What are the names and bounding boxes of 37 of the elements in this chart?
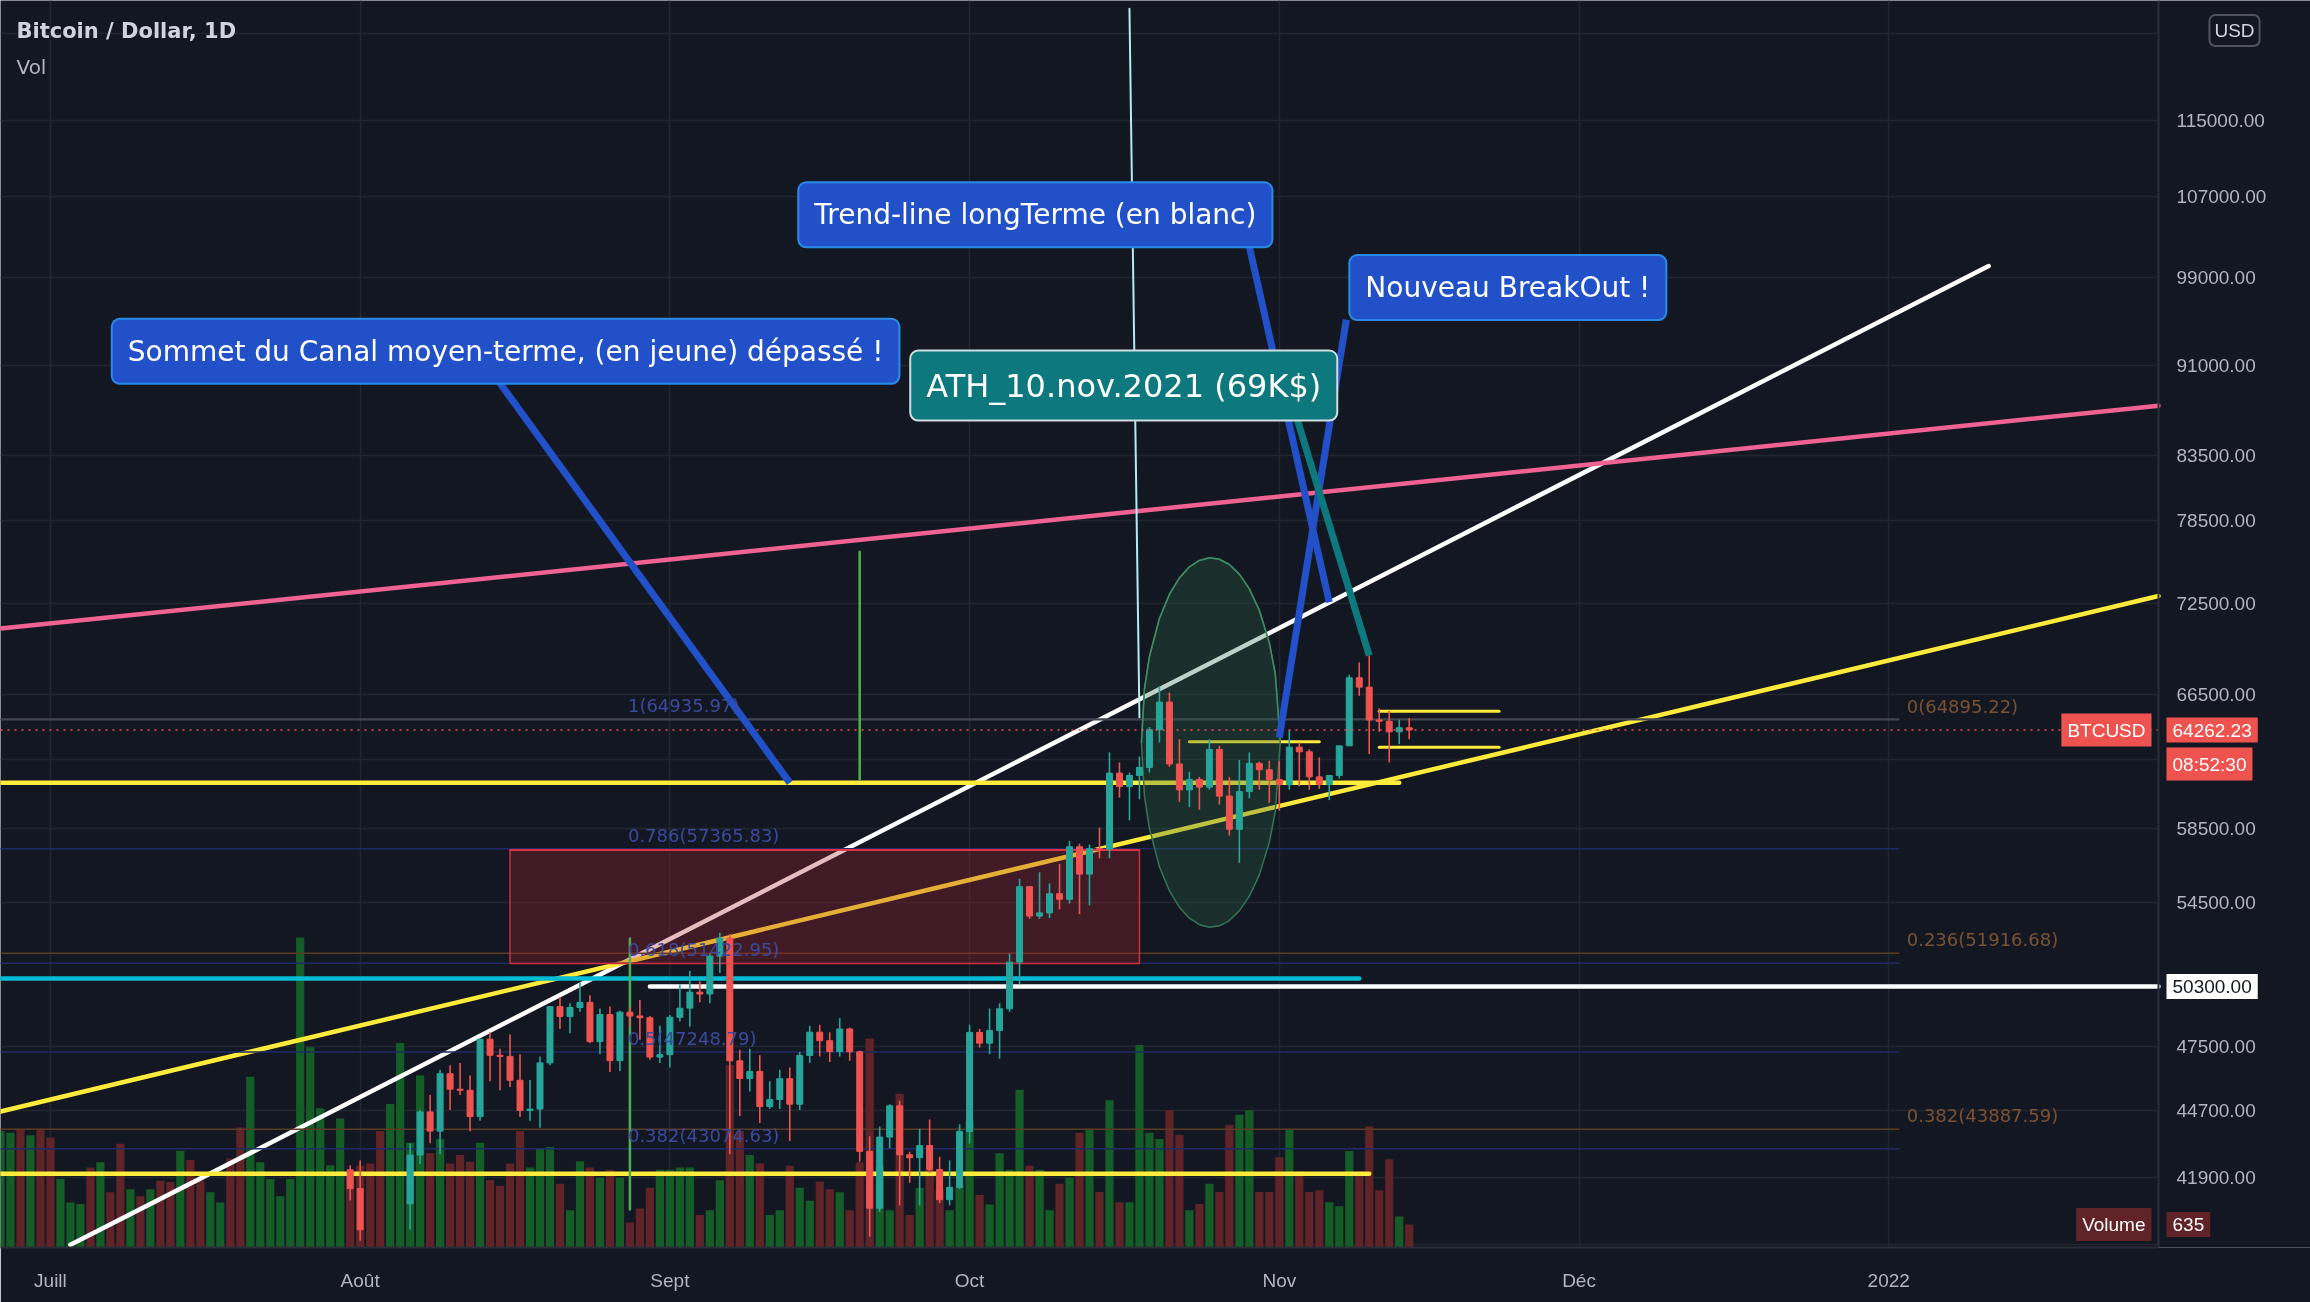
text: 08:52:30 xyxy=(2172,753,2247,775)
y-tick-label: 83500.00 xyxy=(2176,445,2256,467)
y-tick-label: 72500.00 xyxy=(2176,593,2256,615)
x-tick-label: Juill xyxy=(34,1269,67,1291)
legend-label: Volume xyxy=(2082,1214,2146,1236)
y-axis-title: USD xyxy=(2214,20,2255,41)
y-tick-label: 44700.00 xyxy=(2176,1099,2256,1121)
y-tick-label: 107000.00 xyxy=(2176,185,2267,207)
y-tick-label: 115000.00 xyxy=(2176,110,2265,132)
y-tick-label: 99000.00 xyxy=(2176,267,2256,289)
text: Bitcoin / Dollar, 1D xyxy=(16,18,237,43)
annotation: Nouveau BreakOut ! xyxy=(1365,271,1651,305)
ref-line-label: 64262.23 xyxy=(2172,719,2252,741)
text: 635 xyxy=(2172,1214,2205,1236)
y-tick-label: 47500.00 xyxy=(2176,1035,2256,1057)
y-tick-label: 41900.00 xyxy=(2176,1167,2256,1189)
y-tick-label: 54500.00 xyxy=(2176,892,2256,914)
annotation: 0.382(43887.59) xyxy=(1906,1105,2059,1127)
y-tick-label: 78500.00 xyxy=(2176,510,2256,532)
x-tick-label: Oct xyxy=(954,1269,986,1291)
annotation: Sommet du Canal moyen-terme, (en jeune) dépassé ! xyxy=(127,334,884,368)
x-tick-label: Nov xyxy=(1262,1269,1297,1291)
annotation: 0.236(51916.68) xyxy=(1906,929,2059,951)
data-label: 50300.00 xyxy=(2172,975,2252,997)
annotation: Trend-line longTerme (en blanc) xyxy=(813,198,1257,232)
y-tick-label: 91000.00 xyxy=(2176,355,2256,377)
x-tick-label: Août xyxy=(340,1269,381,1291)
x-tick-label: Sept xyxy=(650,1269,691,1291)
y-tick-label: 58500.00 xyxy=(2176,817,2256,839)
annotation: 0.786(57365.83) xyxy=(627,824,780,846)
annotation: 0(64895.22) xyxy=(1906,695,2019,717)
x-tick-label: Déc xyxy=(1562,1269,1596,1291)
x-tick-label: 2022 xyxy=(1867,1269,1910,1291)
text: BTCUSD xyxy=(2067,719,2146,741)
y-tick-label: 66500.00 xyxy=(2176,683,2256,705)
chart-title: Vol xyxy=(16,54,47,79)
annotation: ATH_10.nov.2021 (69K$) xyxy=(926,366,1322,405)
